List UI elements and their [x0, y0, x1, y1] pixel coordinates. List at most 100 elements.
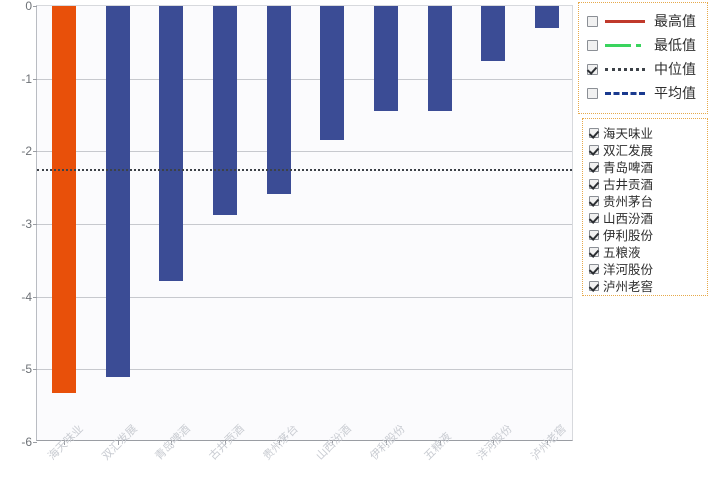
gridline [37, 78, 572, 80]
series-legend-row[interactable]: 中位值 [587, 57, 703, 81]
item-legend-label: 贵州茅台 [603, 194, 654, 209]
legend-line-swatch [605, 67, 645, 71]
y-axis-label: -4 [21, 289, 32, 304]
item-legend-label: 海天味业 [603, 126, 654, 141]
checkbox-checked-icon[interactable] [589, 144, 599, 155]
y-axis-label: -6 [21, 435, 32, 449]
x-axis-tick [224, 440, 226, 445]
checkbox-checked-icon[interactable] [589, 127, 599, 138]
x-axis-label: 古井贡酒 [207, 423, 247, 463]
x-axis-tick [63, 440, 65, 445]
item-legend-row[interactable]: 贵州茅台 [589, 192, 703, 209]
x-axis-label: 贵州茅台 [260, 423, 301, 463]
y-axis-label: -1 [21, 71, 32, 86]
item-legend-row[interactable]: 伊利股份 [589, 226, 703, 243]
series-legend-label: 最高值 [654, 14, 696, 30]
checkbox-unchecked-icon[interactable] [587, 39, 598, 51]
item-legend-label: 伊利股份 [603, 228, 654, 243]
item-legend-label: 泸州老窖 [603, 279, 654, 294]
gridline [37, 296, 572, 298]
x-axis-label: 泸州老窖 [529, 423, 569, 463]
checkbox-checked-icon[interactable] [589, 229, 599, 240]
item-legend-row[interactable]: 五粮液 [589, 243, 703, 260]
x-axis-label: 五粮液 [421, 430, 454, 463]
item-legend-row[interactable]: 山西汾酒 [589, 209, 703, 226]
item-legend-row[interactable]: 泸州老窖 [589, 277, 703, 294]
gridline [37, 224, 572, 225]
checkbox-checked-icon[interactable] [589, 178, 599, 189]
series-legend-panel: 最高值最低值中位值平均值 [578, 2, 708, 114]
plot-area: 0 -1 -2 -3 -4 -5 -6 海天味业 双汇发展 青岛啤酒 古井贡酒 贵州茅台 山西汾酒 伊利… [21, 0, 573, 463]
item-legend-label: 古井贡酒 [603, 177, 654, 192]
y-axis-tick [33, 6, 37, 7]
y-axis-label: -3 [21, 217, 32, 231]
bar[interactable] [105, 6, 130, 378]
x-axis-tick [171, 440, 173, 445]
item-legend-label: 青岛啤酒 [603, 160, 654, 175]
series-legend-row[interactable]: 最高值 [587, 9, 703, 33]
series-legend-label: 最低值 [654, 38, 696, 54]
legend-line-swatch [605, 43, 645, 47]
checkbox-checked-icon[interactable] [589, 161, 599, 172]
x-axis-tick [439, 440, 441, 445]
checkbox-checked-icon[interactable] [589, 246, 599, 257]
legend-line-swatch [605, 19, 645, 23]
series-legend-row[interactable]: 平均值 [587, 81, 703, 105]
item-legend-label: 五粮液 [603, 245, 641, 260]
bar[interactable] [320, 6, 345, 141]
y-axis-label: -2 [21, 144, 32, 159]
series-legend-row[interactable]: 最低值 [587, 33, 703, 57]
checkbox-checked-icon[interactable] [589, 195, 599, 206]
y-axis-label: 0 [25, 0, 32, 13]
x-axis-tick [547, 440, 549, 445]
bar-chart: 0 -1 -2 -3 -4 -5 -6 海天味业 双汇发展 青岛啤酒 古井贡酒 贵州茅台 山西汾酒 伊利… [21, 0, 573, 463]
bar[interactable] [159, 6, 184, 282]
x-axis-tick [332, 440, 334, 445]
y-axis-tick [33, 224, 37, 225]
x-axis-tick [117, 440, 119, 445]
bar[interactable] [374, 6, 399, 111]
bar[interactable] [266, 6, 291, 195]
bar[interactable] [212, 6, 237, 215]
y-axis-tick [33, 296, 37, 298]
x-axis-label: 洋河股份 [475, 423, 516, 463]
checkbox-checked-icon[interactable] [587, 63, 598, 75]
bar[interactable] [427, 6, 452, 111]
series-legend-label: 中位值 [654, 62, 696, 78]
x-axis-label: 海天味业 [45, 423, 86, 463]
gridline [37, 151, 572, 153]
item-legend-row[interactable]: 古井贡酒 [589, 175, 703, 192]
item-legend-label: 山西汾酒 [603, 211, 654, 226]
median-reference-line [37, 168, 572, 171]
item-legend-row[interactable]: 海天味业 [589, 124, 703, 141]
y-axis-tick [33, 151, 37, 153]
checkbox-checked-icon[interactable] [589, 280, 599, 291]
item-legend-row[interactable]: 双汇发展 [589, 141, 703, 158]
x-axis-label: 伊利股份 [368, 423, 408, 463]
gridline [37, 369, 572, 371]
legend-line-swatch [605, 91, 645, 95]
x-axis-label: 山西汾酒 [314, 423, 355, 463]
item-legend-row[interactable]: 洋河股份 [589, 260, 703, 277]
bar[interactable] [481, 6, 506, 62]
item-legend-label: 双汇发展 [603, 143, 654, 158]
y-axis-label: -5 [21, 362, 32, 377]
item-legend-row[interactable]: 青岛啤酒 [589, 158, 703, 175]
y-axis-tick [33, 369, 37, 371]
x-axis-label: 青岛啤酒 [153, 423, 193, 463]
item-legend-label: 洋河股份 [603, 262, 654, 277]
y-axis-tick [33, 442, 37, 443]
x-axis-tick [493, 440, 495, 445]
bar[interactable] [51, 6, 76, 394]
item-legend-panel: 海天味业双汇发展青岛啤酒古井贡酒贵州茅台山西汾酒伊利股份五粮液洋河股份泸州老窖 [582, 118, 708, 296]
series-legend-label: 平均值 [654, 86, 696, 102]
y-axis-tick [33, 78, 37, 80]
bar[interactable] [535, 6, 560, 28]
x-axis-tick [278, 440, 280, 445]
x-axis-tick [386, 440, 388, 445]
checkbox-checked-icon[interactable] [589, 212, 599, 223]
checkbox-unchecked-icon[interactable] [587, 87, 598, 99]
checkbox-unchecked-icon[interactable] [587, 15, 598, 27]
checkbox-checked-icon[interactable] [589, 263, 599, 274]
